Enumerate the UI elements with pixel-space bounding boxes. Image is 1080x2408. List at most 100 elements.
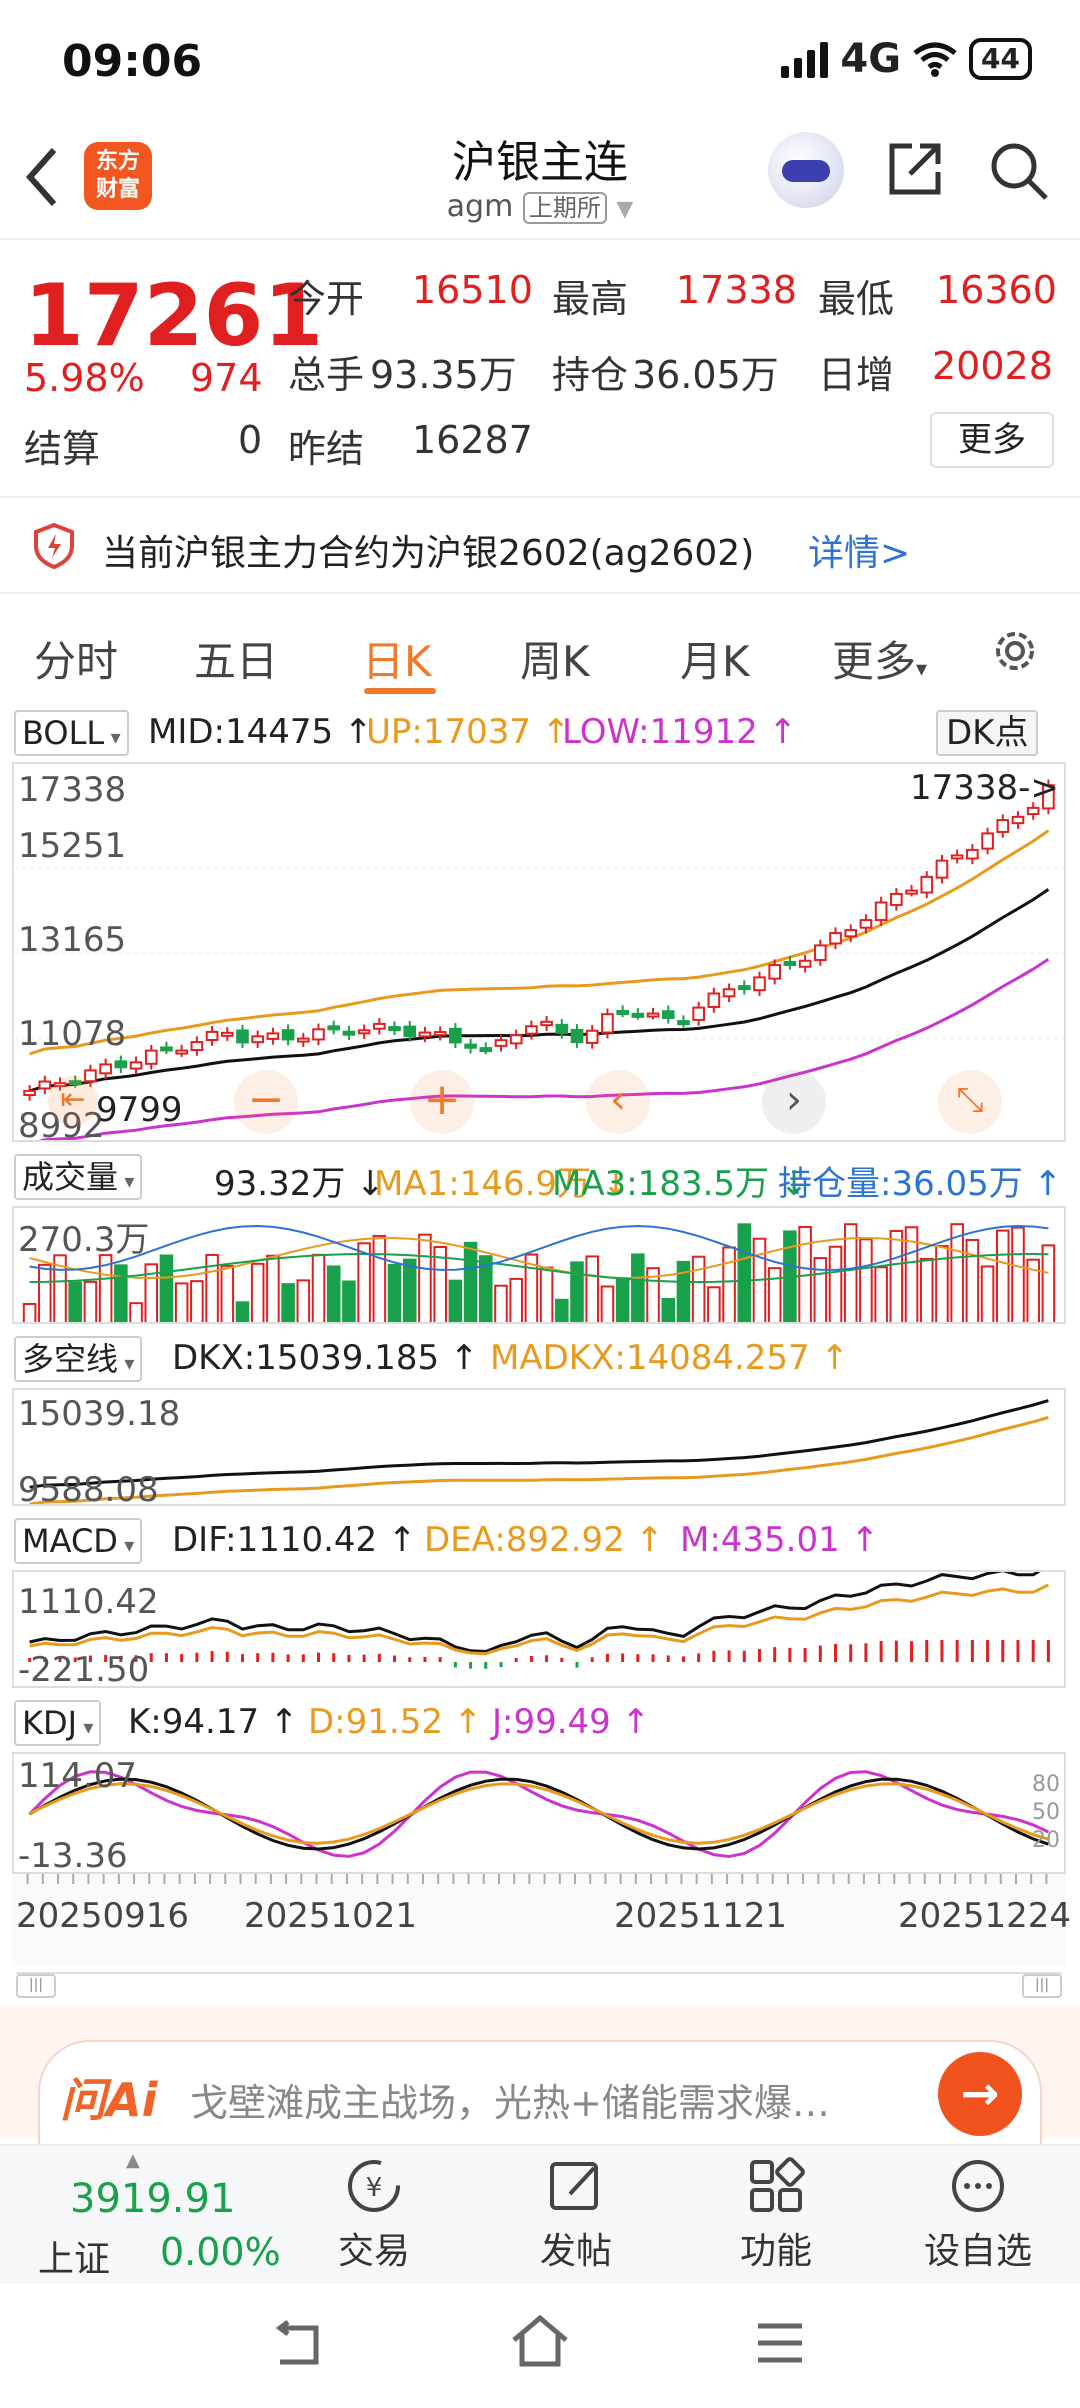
candle-body	[220, 1031, 234, 1037]
battery-icon: 44	[969, 38, 1032, 80]
dkx-selector[interactable]: 多空线	[14, 1336, 143, 1382]
daily-inc-label: 日增	[818, 353, 895, 397]
madkx-value: MADKX:14084.257 ↑	[490, 1338, 849, 1378]
volume-bar	[296, 1279, 311, 1322]
candle-body	[981, 832, 994, 850]
main-contract-notice[interactable]: 当前沪银主力合约为沪银2602(ag2602) 详情>	[0, 496, 1080, 594]
dk-point-toggle[interactable]: DK点	[936, 710, 1039, 756]
tab-daily-k[interactable]: 日K	[362, 637, 432, 686]
volume-bar	[402, 1258, 417, 1322]
notice-detail-link[interactable]: 详情>	[808, 533, 911, 574]
candle-body	[296, 1037, 310, 1043]
gear-icon[interactable]	[988, 624, 1042, 678]
nav-functions[interactable]: 功能	[706, 2156, 846, 2274]
kdj-selector[interactable]: KDJ	[14, 1700, 102, 1746]
tab-monthly-k[interactable]: 月K	[680, 637, 750, 686]
volume-value: 93.35万	[370, 353, 517, 397]
prev-settle-value: 16287	[412, 418, 533, 462]
back-button[interactable]	[22, 142, 62, 228]
index-percent: 0.00%	[160, 2230, 281, 2274]
search-icon[interactable]	[988, 140, 1050, 202]
fullscreen-button[interactable]: ⤡	[938, 1070, 1002, 1134]
candle-body	[631, 1012, 645, 1018]
kline-panel[interactable]: 17338 15251 13165 11078 8992 17338-> 979…	[12, 762, 1066, 1142]
tab-five-day[interactable]: 五日	[194, 637, 279, 686]
nav-post[interactable]: 发帖	[506, 2156, 646, 2274]
notice-text: 当前沪银主力合约为沪银2602(ag2602)	[102, 533, 755, 574]
ai-logo: 问Ai	[60, 2073, 158, 2127]
volume-bar	[615, 1277, 630, 1322]
nav-trade[interactable]: ¥ 交易	[304, 2156, 444, 2274]
volume-bar	[372, 1234, 387, 1322]
more-quote-button[interactable]: 更多	[930, 412, 1054, 468]
candle-body	[813, 944, 827, 962]
active-tab-indicator	[364, 688, 436, 694]
boll-selector[interactable]: BOLL	[14, 710, 129, 756]
volume-bar	[585, 1255, 599, 1322]
dkx-y-bottom: 9588.08	[18, 1470, 159, 1506]
expand-up-icon[interactable]: ▲	[126, 2150, 140, 2171]
volume-selector[interactable]: 成交量	[14, 1154, 143, 1200]
volume-bar	[266, 1254, 280, 1322]
date-axis: 20250916 20251021 20251121 20251224	[12, 1874, 1071, 1966]
zoom-in-button[interactable]: +	[410, 1070, 474, 1134]
macd-chart	[28, 1572, 1050, 1669]
kdj-j-line	[28, 1770, 1050, 1859]
candle-body	[677, 1020, 690, 1026]
ai-go-button[interactable]: →	[938, 2052, 1022, 2136]
volume-bar	[479, 1255, 493, 1322]
kdj-panel[interactable]: 114.07 -13.36 80 50 20	[12, 1752, 1066, 1874]
tab-more[interactable]: 更多▾	[832, 637, 928, 686]
ai-assistant-icon[interactable]	[768, 132, 844, 208]
system-back-icon[interactable]	[270, 2320, 326, 2370]
volume-bar	[220, 1264, 235, 1322]
volume-bar	[357, 1242, 371, 1322]
candle-body	[84, 1069, 97, 1083]
tab-weekly-k[interactable]: 周K	[520, 637, 590, 686]
prev-settle-label: 昨结	[288, 427, 365, 471]
nav-add-watchlist[interactable]: 设自选	[908, 2156, 1048, 2274]
page-title: 沪银主连	[452, 137, 628, 188]
candle-body	[68, 1080, 82, 1086]
range-scrollbar[interactable]: ||| |||	[16, 1972, 1062, 1998]
range-handle-right[interactable]: |||	[1022, 1974, 1062, 1998]
system-menu-icon[interactable]	[754, 2320, 806, 2366]
system-home-icon[interactable]	[510, 2314, 570, 2370]
volume-bar	[904, 1226, 919, 1322]
boll-low: LOW:11912 ↑	[562, 712, 798, 752]
tab-intraday[interactable]: 分时	[34, 637, 119, 686]
volume-bar	[129, 1302, 143, 1322]
volume-bar	[311, 1253, 326, 1322]
volume-ma1: MA1:146.9万 ↓	[374, 1164, 631, 1204]
candle-body	[692, 1006, 705, 1021]
volume-panel[interactable]: 270.3万	[12, 1206, 1066, 1324]
settle-label: 结算	[24, 427, 101, 471]
scroll-left-start-button[interactable]: ⇤	[48, 1076, 98, 1126]
scroll-right-button[interactable]: ›	[762, 1070, 826, 1134]
scroll-left-button[interactable]: ‹	[586, 1070, 650, 1134]
oi-value: 36.05万	[632, 353, 779, 397]
contract-code[interactable]: agm 上期所 ▼	[446, 189, 634, 224]
volume-bar	[509, 1277, 523, 1322]
range-handle-left[interactable]: |||	[16, 1974, 56, 1998]
eastmoney-logo[interactable]: 东方 财富	[84, 142, 152, 210]
candle-body	[479, 1047, 493, 1053]
candle-body	[494, 1039, 508, 1047]
zoom-out-button[interactable]: −	[234, 1070, 298, 1134]
y-label-bottom: 8992	[18, 1106, 105, 1142]
ai-search-box[interactable]: 问Ai 戈壁滩成主战场，光热+储能需求爆… →	[38, 2040, 1042, 2144]
kdj-y-top: 114.07	[18, 1756, 137, 1796]
volume-bar	[935, 1245, 949, 1322]
shield-alert-icon	[34, 522, 74, 570]
y-label-top: 17338	[18, 770, 127, 810]
open-value: 16510	[412, 268, 533, 312]
index-value[interactable]: 3919.91	[70, 2176, 236, 2222]
dkx-panel[interactable]: 15039.18 9588.08	[12, 1388, 1066, 1506]
volume-bar	[950, 1223, 964, 1322]
volume-value: 93.32万 ↓	[214, 1164, 385, 1204]
share-icon[interactable]	[886, 140, 944, 198]
macd-panel[interactable]: 1110.42 -221.50	[12, 1570, 1066, 1688]
index-name: 上证	[38, 2239, 111, 2280]
app-header: 东方 财富 沪银主连 agm 上期所 ▼	[0, 120, 1080, 240]
macd-selector[interactable]: MACD	[14, 1518, 143, 1564]
